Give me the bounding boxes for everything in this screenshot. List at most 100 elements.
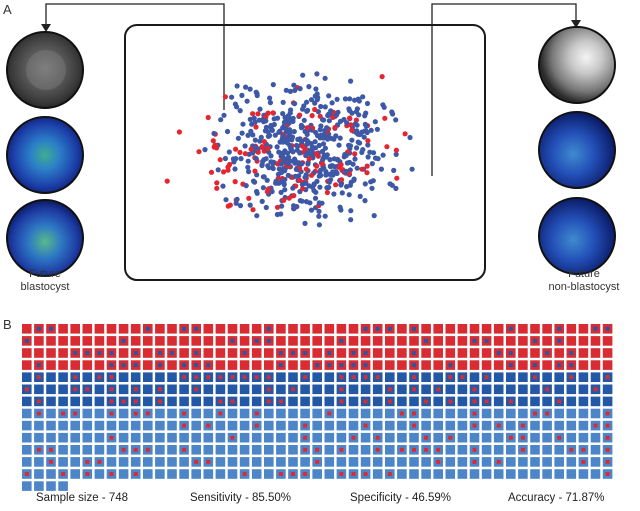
scatter-point — [364, 163, 370, 169]
grid-cell — [554, 420, 564, 431]
scatter-point — [352, 97, 358, 103]
grid-cell — [578, 324, 589, 334]
grid-cell — [300, 324, 310, 334]
grid-cell — [481, 432, 492, 443]
scatter-point — [297, 112, 303, 118]
grid-cell — [70, 420, 80, 431]
scatter-point — [374, 126, 380, 132]
scatter-point — [322, 75, 328, 81]
scatter-point — [232, 101, 238, 107]
grid-cell — [324, 457, 335, 467]
scatter-point — [348, 217, 354, 223]
grid-cell — [94, 408, 105, 419]
scatter-point — [365, 154, 371, 160]
scatter-point — [326, 93, 332, 99]
grid-cell — [554, 384, 564, 395]
left-label-line1: Future — [29, 268, 61, 280]
grid-cell-marker — [593, 326, 598, 331]
scatter-point — [332, 124, 338, 131]
grid-cell — [58, 336, 68, 346]
grid-cell-marker — [121, 363, 126, 368]
grid-cell-marker — [399, 447, 404, 452]
left-brightfield-embryo — [6, 31, 84, 109]
grid-cell-marker — [327, 351, 332, 355]
grid-cell — [590, 469, 601, 479]
grid-cell — [203, 348, 214, 358]
scatter-point — [300, 72, 306, 78]
grid-cell-marker — [109, 375, 114, 380]
grid-cell-marker — [109, 411, 114, 416]
grid-cell — [312, 348, 322, 358]
scatter-point — [365, 142, 371, 148]
right-connector-line — [431, 3, 577, 176]
grid-cell-marker — [387, 387, 392, 392]
grid-cell-marker — [230, 338, 235, 343]
grid-cell — [602, 336, 613, 346]
scatter-point — [285, 161, 291, 167]
scatter-point — [278, 189, 284, 195]
grid-cell — [433, 396, 443, 407]
grid-cell — [143, 360, 153, 370]
grid-cell — [372, 348, 383, 358]
grid-cell — [251, 324, 262, 334]
scatter-point — [290, 185, 296, 191]
grid-cell-marker — [109, 472, 114, 476]
scatter-point — [260, 158, 266, 164]
grid-cell — [22, 432, 32, 443]
grid-cell — [251, 469, 262, 479]
scatter-point — [393, 185, 399, 191]
grid-cell — [506, 420, 516, 431]
grid-cell — [578, 372, 589, 382]
grid-cell — [457, 408, 468, 419]
grid-cell — [530, 420, 540, 431]
grid-cell-marker — [605, 411, 610, 416]
grid-cell — [46, 384, 56, 395]
grid-cell — [554, 457, 564, 467]
grid-cell-marker — [182, 363, 187, 368]
grid-cell — [251, 457, 262, 467]
grid-cell — [34, 384, 44, 395]
grid-cell-marker — [545, 387, 550, 392]
grid-cell-marker — [424, 435, 429, 440]
grid-cell — [566, 396, 577, 407]
scatter-point — [237, 203, 244, 209]
grid-cell — [167, 360, 177, 370]
grid-cell — [203, 396, 214, 407]
grid-cell — [397, 360, 407, 370]
grid-cell — [566, 420, 577, 431]
scatter-point — [326, 184, 332, 190]
grid-cell-marker — [182, 326, 187, 331]
scatter-point — [279, 203, 285, 209]
scatter-point — [349, 127, 355, 133]
scatter-point — [269, 127, 275, 133]
scatter-point — [381, 104, 387, 110]
grid-cell — [288, 457, 298, 467]
scatter-point — [312, 106, 318, 113]
grid-cell-marker — [520, 447, 525, 452]
grid-cell — [566, 336, 577, 346]
scatter-point — [322, 104, 328, 110]
grid-cell — [227, 469, 238, 479]
scatter-point — [380, 152, 386, 158]
grid-cell — [46, 372, 56, 382]
scatter-point — [240, 121, 246, 127]
grid-cell — [590, 396, 601, 407]
grid-cell — [554, 469, 564, 479]
scatter-point — [393, 147, 399, 153]
grid-cell — [421, 420, 431, 431]
grid-cell — [239, 396, 250, 407]
grid-cell-marker — [363, 326, 368, 331]
grid-cell — [542, 420, 552, 431]
scatter-point — [208, 169, 215, 175]
grid-cell — [22, 360, 32, 370]
grid-cell-marker — [133, 363, 138, 368]
grid-cell — [82, 336, 93, 346]
grid-cell — [276, 420, 286, 431]
grid-cell-marker — [303, 472, 308, 476]
grid-cell-marker — [254, 375, 259, 380]
grid-cell-marker — [85, 351, 90, 355]
grid-cell-marker — [109, 399, 114, 404]
grid-cell — [143, 372, 153, 382]
grid-cell-marker — [520, 423, 525, 428]
scatter-point — [320, 141, 327, 147]
